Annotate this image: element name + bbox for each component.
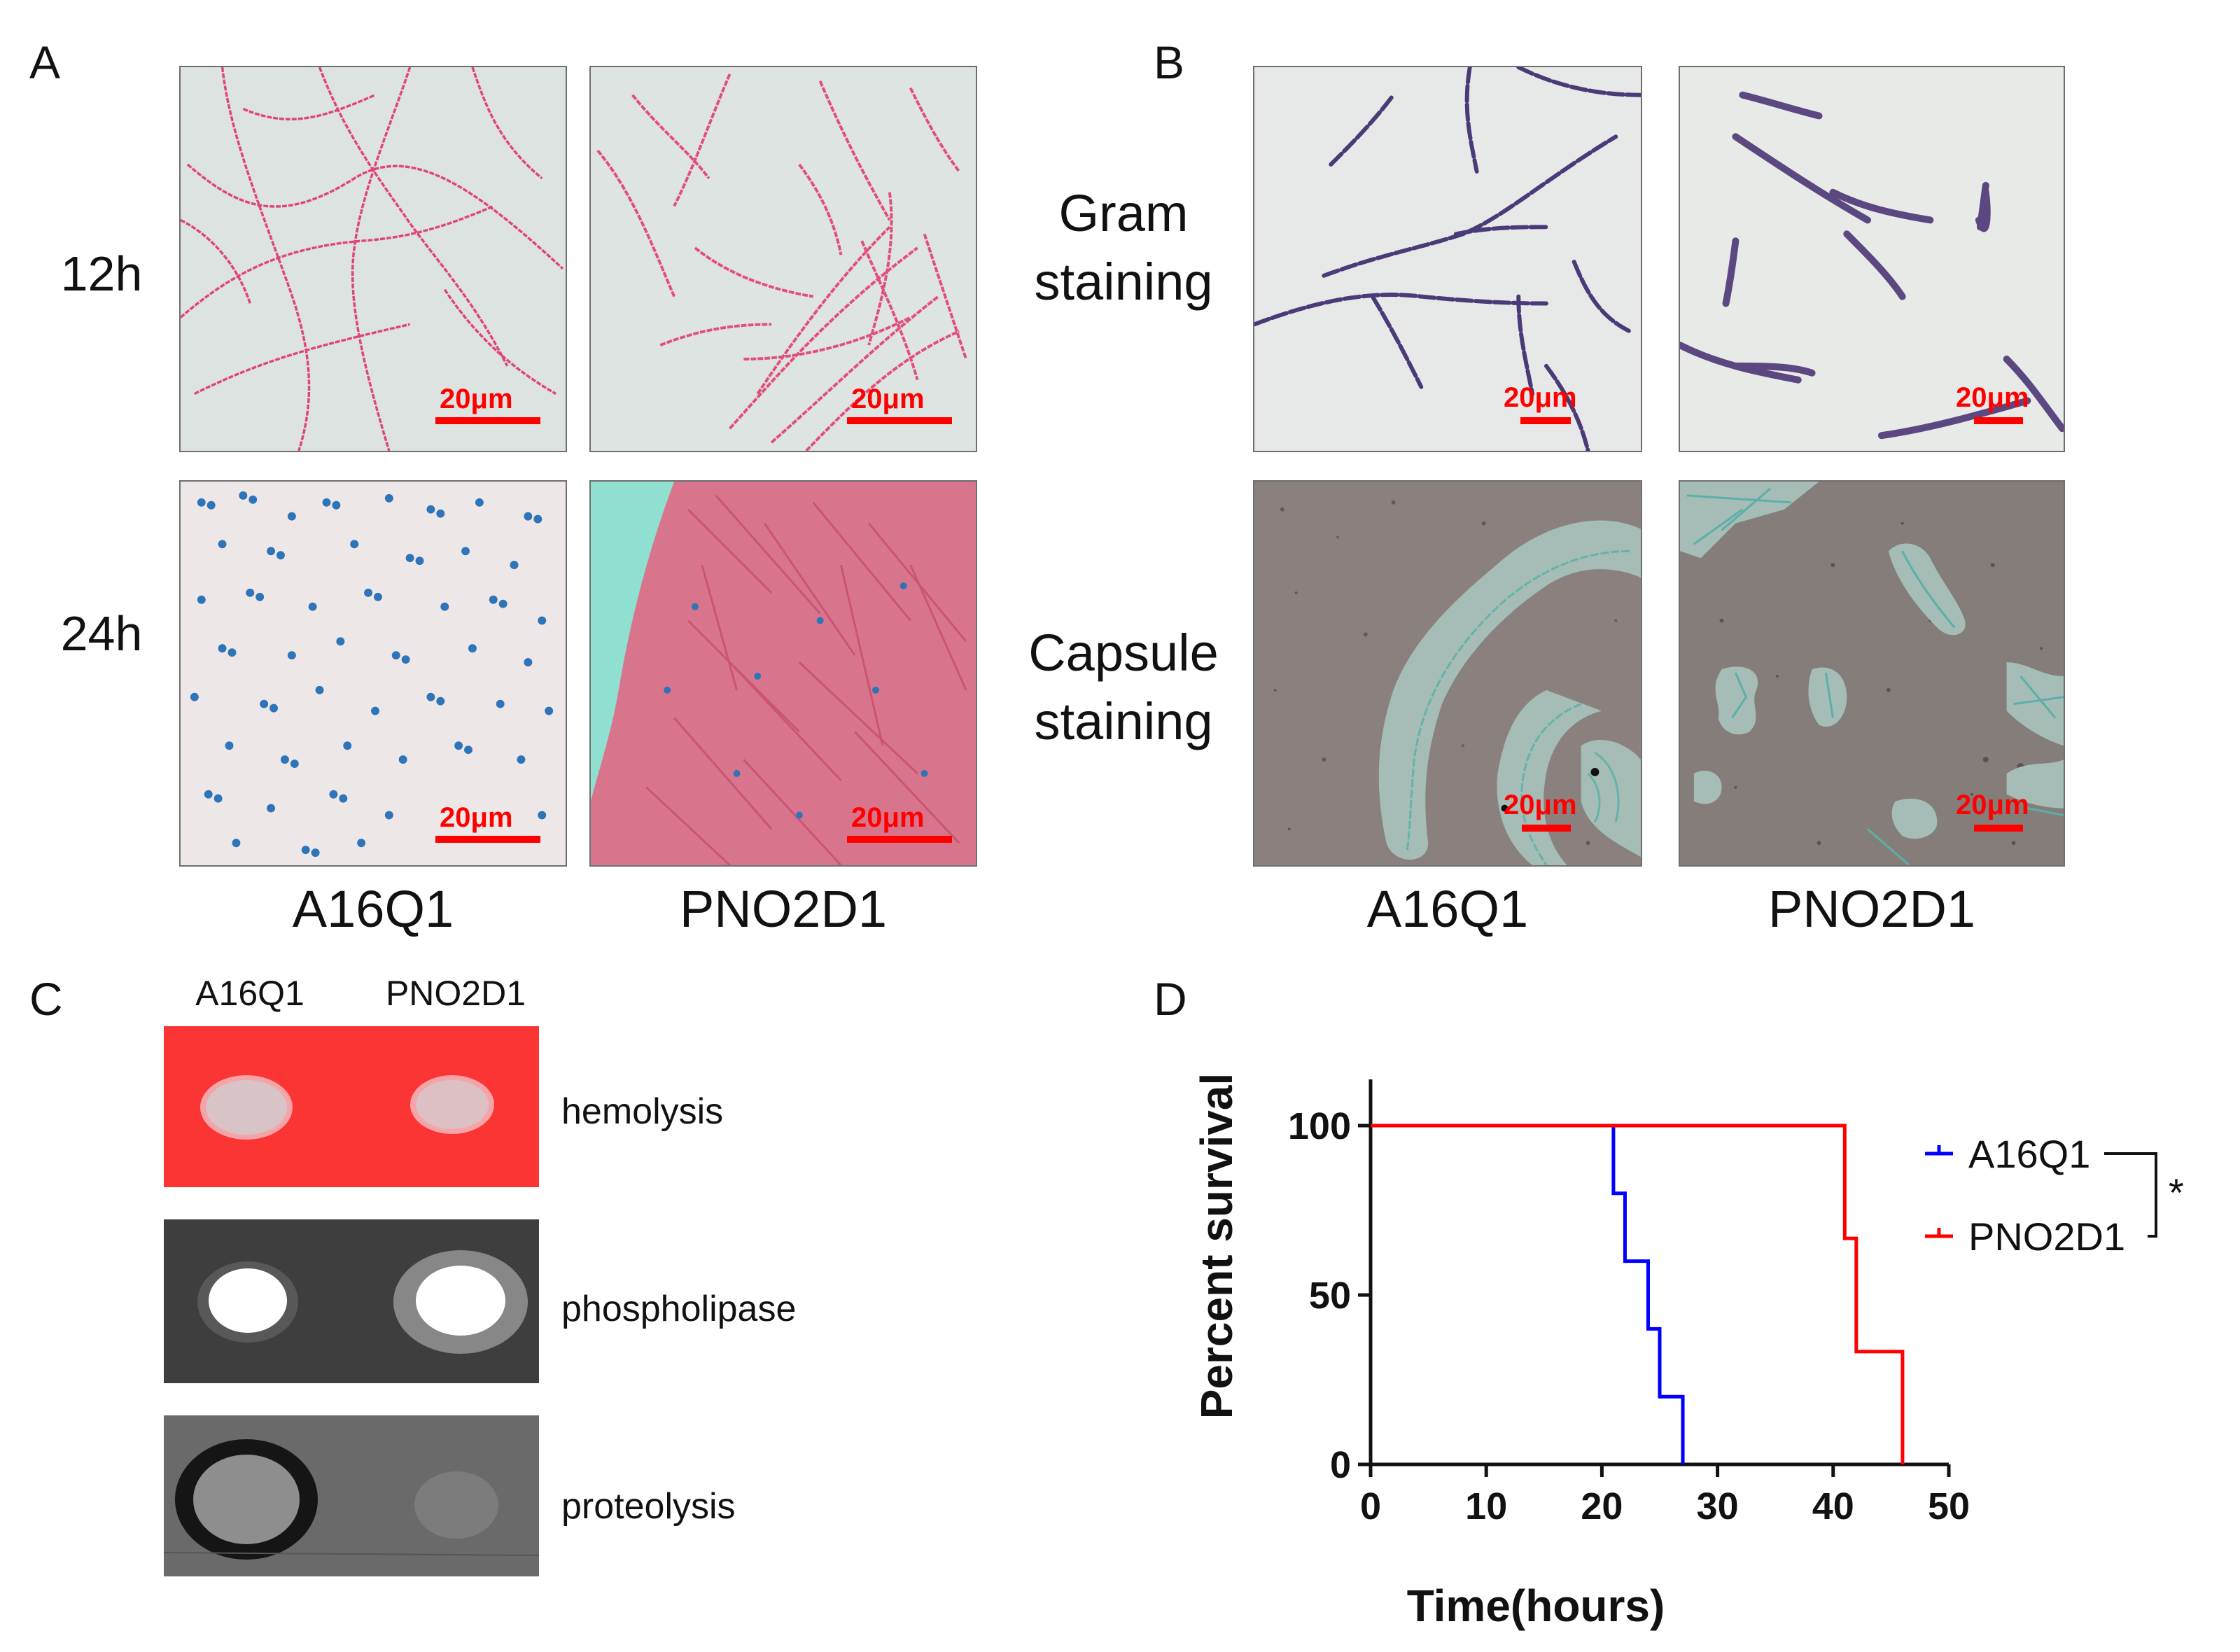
x-tick-label: 20 (1581, 1485, 1623, 1527)
scale-bar-label: 20μm (1956, 790, 2029, 820)
micrograph-a16q1-24h: 20μm (179, 480, 567, 867)
dense-rods-image (591, 482, 967, 865)
panel-a-row-12h: 12h (60, 246, 143, 301)
panel-b-row-gram: Gram staining (1001, 179, 1246, 316)
row-label-line-2: staining (1034, 252, 1213, 311)
significance-bracket (2104, 1152, 2157, 1238)
y-tick-label: 50 (1309, 1275, 1351, 1317)
panel-a-col-pno2d1: PNO2D1 (679, 880, 888, 938)
x-tick-label: 50 (1928, 1485, 1970, 1527)
legend-label: PNO2D1 (1968, 1214, 2125, 1259)
scale-bar (1522, 825, 1571, 832)
proteolysis-plate-image (164, 1439, 539, 1560)
capsule-halo-image (1273, 500, 1641, 865)
micrograph-pno2d1-12h: 20μm (589, 66, 977, 452)
assay-phospholipase: phospholipase (561, 1289, 797, 1329)
scale-bar-label: 20μm (1504, 790, 1577, 820)
scale-bar-label: 20μm (440, 384, 513, 414)
purple-rods-image (1680, 91, 2064, 440)
chart-ticks: 0 10 20 30 40 50 0 50 100 (1288, 1105, 1970, 1527)
survival-chart: 0 10 20 30 40 50 0 50 100 A16Q1 PNO2D1 * Percent s… (1191, 1073, 2184, 1631)
x-tick-label: 0 (1360, 1485, 1381, 1527)
scale-bar (1974, 417, 2023, 424)
scale-bar-label: 20μm (851, 384, 925, 414)
micrograph-a16q1-12h: 20μm (179, 66, 567, 452)
plate-proteolysis (164, 1415, 539, 1576)
scale-bar (847, 417, 952, 424)
y-axis-title: Percent survival (1191, 1073, 1242, 1420)
panel-c-col-pno2d1: PNO2D1 (385, 974, 526, 1013)
phospholipase-plate-image (197, 1250, 528, 1354)
scale-bar-label: 20μm (440, 802, 513, 833)
significance-marker: * (2169, 1170, 2184, 1214)
scale-bar (435, 417, 540, 424)
purple-chains-image (1254, 67, 1641, 451)
capsule-halo-image (1680, 482, 2064, 865)
scale-bar-label: 20μm (851, 802, 925, 833)
chart-axes (1368, 1079, 1949, 1466)
panel-c-letter: C (29, 973, 63, 1025)
scale-bar (1974, 825, 2023, 832)
row-label-line-1: Capsule (1028, 624, 1219, 682)
hemolysis-plate-image (200, 1075, 494, 1140)
assay-hemolysis: hemolysis (561, 1091, 724, 1132)
plate-phospholipase (164, 1219, 539, 1383)
survival-line-pno2d1 (1371, 1124, 1905, 1464)
plate-hemolysis (164, 1026, 539, 1187)
y-tick-label: 100 (1288, 1105, 1351, 1147)
panel-d-letter: D (1154, 973, 1187, 1025)
survival-line-a16q1 (1371, 1124, 1685, 1464)
x-tick-label: 10 (1465, 1485, 1507, 1527)
x-tick-label: 30 (1697, 1485, 1739, 1527)
panel-b-row-capsule: Capsule staining (1001, 619, 1246, 755)
pink-chains-image (181, 67, 564, 451)
panel-b-letter: B (1154, 36, 1185, 88)
chart-legend: A16Q1 PNO2D1 * (1925, 1132, 2184, 1259)
blue-spores-image (190, 491, 554, 858)
chart-series (1371, 1124, 1905, 1464)
y-tick-label: 0 (1330, 1444, 1351, 1486)
row-label-line-1: Gram (1058, 184, 1189, 242)
scale-bar (847, 836, 952, 843)
panel-b-col-pno2d1: PNO2D1 (1768, 880, 1976, 938)
scale-bar-label: 20μm (1956, 382, 2029, 413)
micrograph-pno2d1-gram: 20μm (1679, 66, 2065, 452)
panel-b-col-a16q1: A16Q1 (1366, 880, 1529, 938)
scale-bar (1520, 417, 1571, 424)
micrograph-pno2d1-capsule: 20μm (1679, 480, 2065, 867)
x-axis-title: Time(hours) (1407, 1581, 1665, 1631)
panel-c-col-a16q1: A16Q1 (195, 974, 304, 1013)
assay-proteolysis: proteolysis (561, 1486, 736, 1527)
x-tick-label: 40 (1812, 1485, 1854, 1527)
micrograph-pno2d1-24h: 20μm (589, 480, 977, 867)
pink-rods-image (596, 74, 967, 451)
scale-bar (435, 836, 540, 843)
micrograph-a16q1-capsule: 20μm (1253, 480, 1642, 867)
panel-a-letter: A (29, 36, 61, 88)
panel-a-col-a16q1: A16Q1 (292, 880, 454, 938)
scale-bar-label: 20μm (1504, 382, 1577, 413)
panel-a-row-24h: 24h (60, 606, 143, 661)
micrograph-a16q1-gram: 20μm (1253, 66, 1642, 452)
legend-label: A16Q1 (1968, 1132, 2090, 1176)
row-label-line-2: staining (1034, 692, 1213, 750)
